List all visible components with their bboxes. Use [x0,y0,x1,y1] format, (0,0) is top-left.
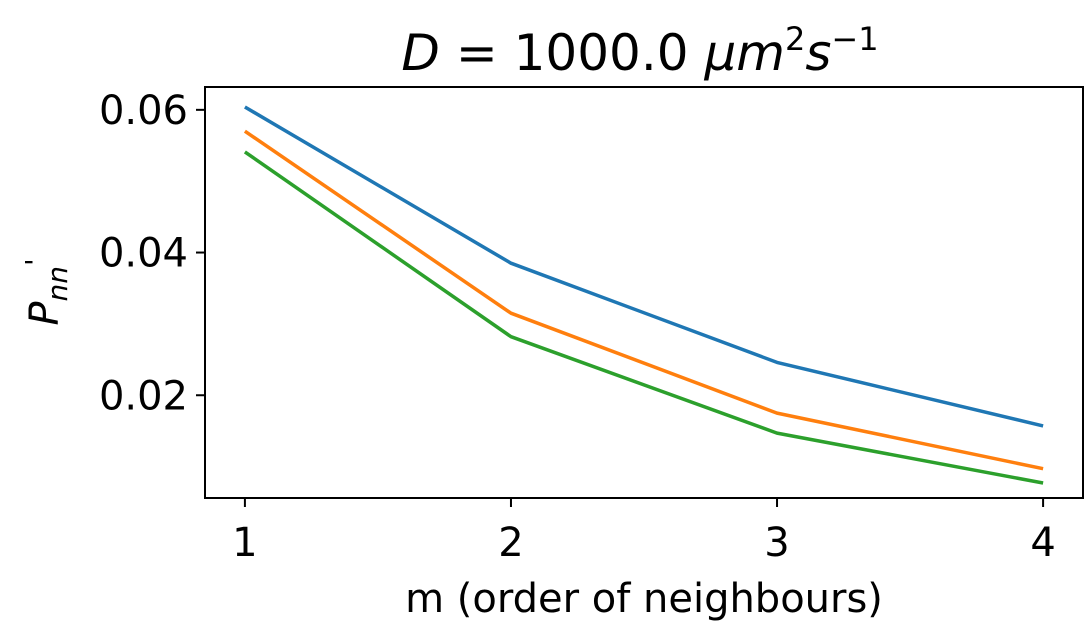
x-axis: 1 2 3 4 [232,498,1056,566]
y-axis: 0.02 0.04 0.06 [99,88,205,419]
x-tick-label: 3 [764,520,789,566]
x-tick-label: 2 [498,520,523,566]
plot-frame [204,86,1084,499]
series-line-3 [243,150,1044,485]
x-axis-label: m (order of neighbours) [405,576,883,622]
y-axis-label: Pnn' [19,258,74,325]
series-line-2 [243,129,1044,471]
x-tick-label: 1 [232,520,257,566]
series-line-1 [244,105,1044,428]
x-tick-label: 4 [1030,520,1055,566]
y-tick-label: 0.04 [99,231,188,277]
y-tick-label: 0.02 [99,373,188,419]
y-tick-label: 0.06 [99,88,188,134]
plot-area [243,105,1044,485]
chart-title: D = 1000.0 μm2s−1 [401,20,878,82]
